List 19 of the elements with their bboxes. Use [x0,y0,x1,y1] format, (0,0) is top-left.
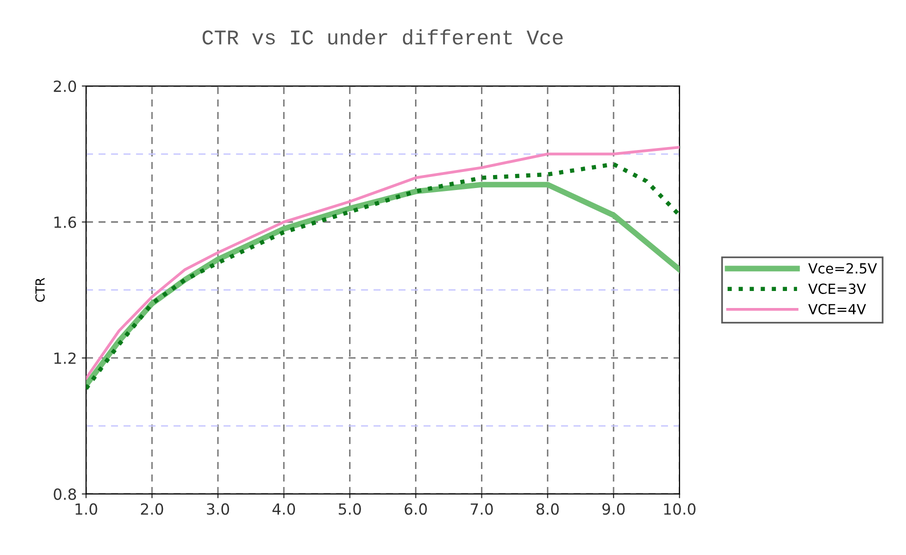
x-tick-label: 4.0 [272,503,296,515]
legend-label: VCE=4V [808,304,866,314]
x-tick-label: 9.0 [602,503,625,515]
y-tick-label: 0.8 [54,488,76,500]
legend-label: VCE=3V [808,284,866,294]
x-tick-label: 1.0 [76,503,98,515]
y-axis-title: CTR [35,278,45,302]
y-tick-label: 1.6 [54,216,76,228]
x-tick-label: 7.0 [470,503,493,515]
y-tick-label: 2.0 [54,80,76,92]
chart-title: CTR vs IC under different Vce [202,29,563,45]
y-tick-label: 1.2 [54,352,76,364]
x-tick-label: 3.0 [206,503,230,515]
x-tick-label: 2.0 [140,503,164,515]
x-tick-label: 5.0 [338,503,361,515]
x-tick-label: 10.0 [664,503,696,515]
legend-label: Vce=2.5V [808,263,877,274]
x-tick-label: 8.0 [536,503,559,515]
x-tick-label: 6.0 [404,503,427,515]
